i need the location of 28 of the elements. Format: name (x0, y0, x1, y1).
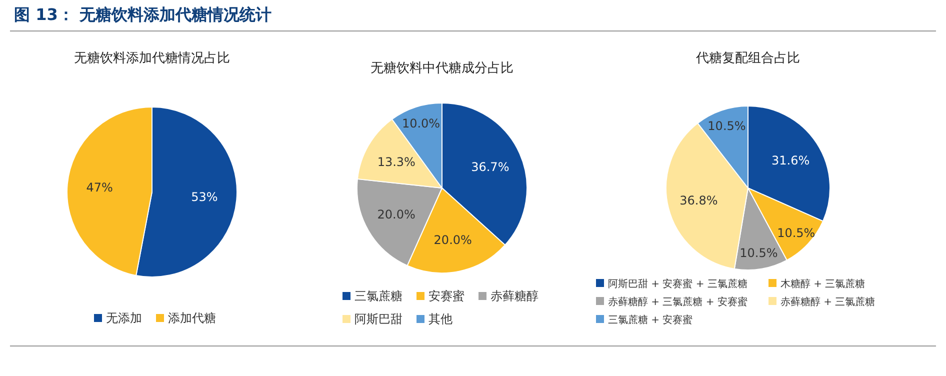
data-label: 13.3% (377, 154, 416, 169)
data-label: 20.0% (434, 232, 472, 247)
data-label: 10.5% (777, 226, 816, 240)
legend-label: 安赛蜜 (428, 289, 464, 303)
data-label: 53% (191, 190, 218, 204)
data-label: 10.0% (402, 116, 440, 131)
data-label: 36.8% (680, 194, 718, 208)
legend-label: 赤藓糖醇 + 三氯蔗糖 (780, 296, 876, 308)
data-label: 20.0% (377, 207, 416, 222)
chart-title: 代糖复配组合占比 (695, 51, 800, 66)
legend-label: 赤藓糖醇 (490, 289, 538, 303)
legend-label: 三氯蔗糖 (354, 289, 402, 303)
chart-title: 无糖饮料添加代糖情况占比 (74, 51, 230, 66)
legend-label: 木糖醇 + 三氯蔗糖 (780, 278, 866, 290)
chart-title: 无糖饮料中代糖成分占比 (370, 61, 514, 76)
legend-label: 无添加 (106, 311, 142, 325)
data-label: 31.6% (772, 153, 810, 168)
data-label: 10.5% (708, 119, 746, 134)
data-label: 10.5% (740, 246, 778, 260)
legend-label: 赤藓糖醇 + 三氯蔗糖 + 安赛蜜 (608, 296, 748, 308)
legend-label: 三氯蔗糖 + 安赛蜜 (608, 314, 693, 326)
legend-label: 阿斯巴甜 + 安赛蜜 + 三氯蔗糖 (608, 278, 748, 290)
legend-label: 阿斯巴甜 (354, 312, 402, 326)
legend-label: 添加代糖 (168, 311, 216, 325)
text: 图 13： 无糖饮料添加代糖情况统计 (14, 5, 272, 24)
data-label: 47% (86, 180, 113, 194)
legend-label: 其他 (428, 312, 452, 326)
data-label: 36.7% (471, 160, 510, 174)
